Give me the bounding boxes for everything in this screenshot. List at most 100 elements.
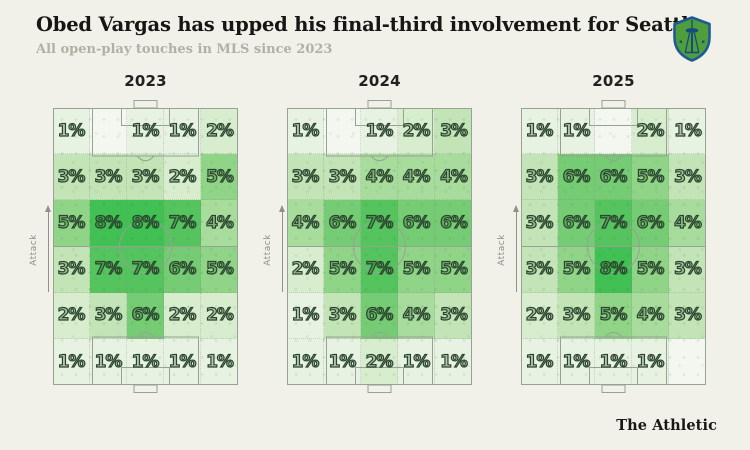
heatmap-cell: 3%: [53, 154, 90, 201]
touch-share-value: 1%: [365, 120, 394, 141]
touch-share-value: 5%: [328, 258, 357, 280]
heatmap-cell: 1%: [53, 338, 90, 385]
touch-share-value: 3%: [131, 166, 160, 187]
page-subtitle: All open-play touches in MLS since 2023: [36, 42, 333, 57]
touch-share-value: 4%: [673, 212, 702, 233]
touch-share-value: 5%: [636, 166, 665, 187]
heatmap-cell: 6%: [398, 200, 435, 247]
heatmap-cell: 7%: [127, 246, 164, 293]
heatmap-cell: 3%: [90, 292, 127, 339]
space-needle-icon: [679, 20, 705, 54]
heatmap-cell: 1%: [558, 108, 595, 155]
touch-share-value: 3%: [525, 258, 554, 280]
heatmap-cell: 3%: [435, 108, 472, 155]
heatmap-cell: 6%: [324, 200, 361, 247]
heatmap-cell: 3%: [435, 292, 472, 339]
touch-share-value: 3%: [57, 166, 86, 187]
heatmap-cell: 2%: [164, 292, 201, 339]
heatmap-cell: 2%: [201, 292, 238, 339]
heatmap-cell: 2%: [201, 108, 238, 155]
touch-share-value: 1%: [131, 351, 160, 372]
heatmap-cell: 1%: [164, 108, 201, 155]
heatmap-cell: 1%: [558, 338, 595, 385]
touch-share-value: 1%: [205, 351, 234, 372]
goal-bottom: [367, 384, 392, 393]
heatmap-cell: 1%: [669, 108, 706, 155]
heatmap-cell: 4%: [361, 154, 398, 201]
publisher-brand: The Athletic: [616, 417, 717, 434]
touch-share-value: 5%: [562, 258, 591, 280]
heatmap-cell: 7%: [90, 246, 127, 293]
heatmap-cell: 8%: [127, 200, 164, 247]
touch-share-value: 4%: [205, 212, 234, 233]
heatmap-cell: 4%: [201, 200, 238, 247]
heatmap-cell: 6%: [632, 200, 669, 247]
heatmap-cell: 6%: [164, 246, 201, 293]
heatmap-cell: 5%: [53, 200, 90, 247]
attack-direction-indicator: Attack: [29, 200, 53, 300]
touch-share-value: 3%: [562, 305, 591, 326]
heatmap-cell: 4%: [435, 154, 472, 201]
heatmap-cell: [669, 338, 706, 385]
touch-share-value: 6%: [168, 258, 197, 280]
touch-share-value: 3%: [673, 305, 702, 326]
touch-share-value: 7%: [365, 212, 394, 233]
touch-share-value: 1%: [673, 120, 702, 141]
heatmap-cell: 7%: [164, 200, 201, 247]
touch-share-value: 6%: [328, 212, 357, 233]
year-label: 2025: [592, 72, 635, 90]
touch-share-value: 7%: [168, 212, 197, 233]
heatmap-cell: 7%: [361, 200, 398, 247]
touch-share-value: 6%: [636, 212, 665, 233]
heatmap-cell: 5%: [201, 154, 238, 201]
attack-arrow-icon: [45, 205, 51, 292]
heatmap-cell: 5%: [632, 154, 669, 201]
touch-share-value: 3%: [94, 305, 123, 326]
goal-top: [367, 100, 392, 109]
heatmap-cell: 5%: [398, 246, 435, 293]
heatmap-grid: 1% 1% 1% 2% 3% 3% 3% 2% 5% 5% 8% 8% 7% 4% 3% 7% 7% 6% 5% 2%…: [53, 108, 238, 385]
touch-share-value: 4%: [402, 305, 431, 326]
heatmap-cell: 1%: [521, 108, 558, 155]
heatmap-cell: 3%: [90, 154, 127, 201]
touch-share-value: 6%: [365, 305, 394, 326]
touch-share-value: 1%: [168, 351, 197, 372]
touch-share-value: 2%: [525, 305, 554, 326]
touch-share-value: 3%: [328, 166, 357, 187]
touch-share-value: 2%: [205, 120, 234, 141]
heatmap-cell: 5%: [201, 246, 238, 293]
heatmap-cell: 3%: [53, 246, 90, 293]
heatmap-cell: 2%: [287, 246, 324, 293]
goal-bottom: [601, 384, 626, 393]
pitch-2023: Attack 1% 1% 1% 2% 3% 3% 3% 2% 5% 5% 8% 8% 7% 4% 3% 7% 7…: [29, 100, 238, 393]
heatmap-cell: 4%: [669, 200, 706, 247]
heatmap-cell: 3%: [324, 154, 361, 201]
touch-share-value: 8%: [94, 212, 123, 233]
touch-share-value: 3%: [328, 305, 357, 326]
touch-share-value: 1%: [562, 351, 591, 372]
heatmap-cell: 6%: [435, 200, 472, 247]
touch-share-value: 1%: [291, 120, 320, 141]
heatmap-cell: 1%: [521, 338, 558, 385]
goal-bottom: [133, 384, 158, 393]
heatmap-cell: 3%: [287, 154, 324, 201]
touch-share-value: 2%: [636, 120, 665, 141]
heatmap-cell: [595, 108, 632, 155]
heatmap-cell: 3%: [324, 292, 361, 339]
touch-share-value: 1%: [562, 120, 591, 141]
attack-arrow-icon: [279, 205, 285, 292]
touch-share-value: 1%: [439, 351, 468, 372]
touch-share-value: 1%: [402, 351, 431, 372]
heatmap-cell: 7%: [595, 200, 632, 247]
heatmap-cell: 3%: [669, 246, 706, 293]
heatmap-cell: 8%: [595, 246, 632, 293]
touch-share-value: 6%: [131, 305, 160, 326]
heatmap-grid: 1% 1% 2% 3% 3% 3% 4% 4% 4% 4% 6% 7% 6% 6% 2% 5% 7% 5% 5% 1%…: [287, 108, 472, 385]
heatmap-cell: 1%: [287, 292, 324, 339]
heatmap-cell: [90, 108, 127, 155]
touch-share-value: 1%: [525, 120, 554, 141]
heatmap-cell: 1%: [595, 338, 632, 385]
touch-share-value: 1%: [57, 120, 86, 141]
heatmap-cell: 3%: [521, 154, 558, 201]
touch-share-value: 2%: [365, 351, 394, 372]
